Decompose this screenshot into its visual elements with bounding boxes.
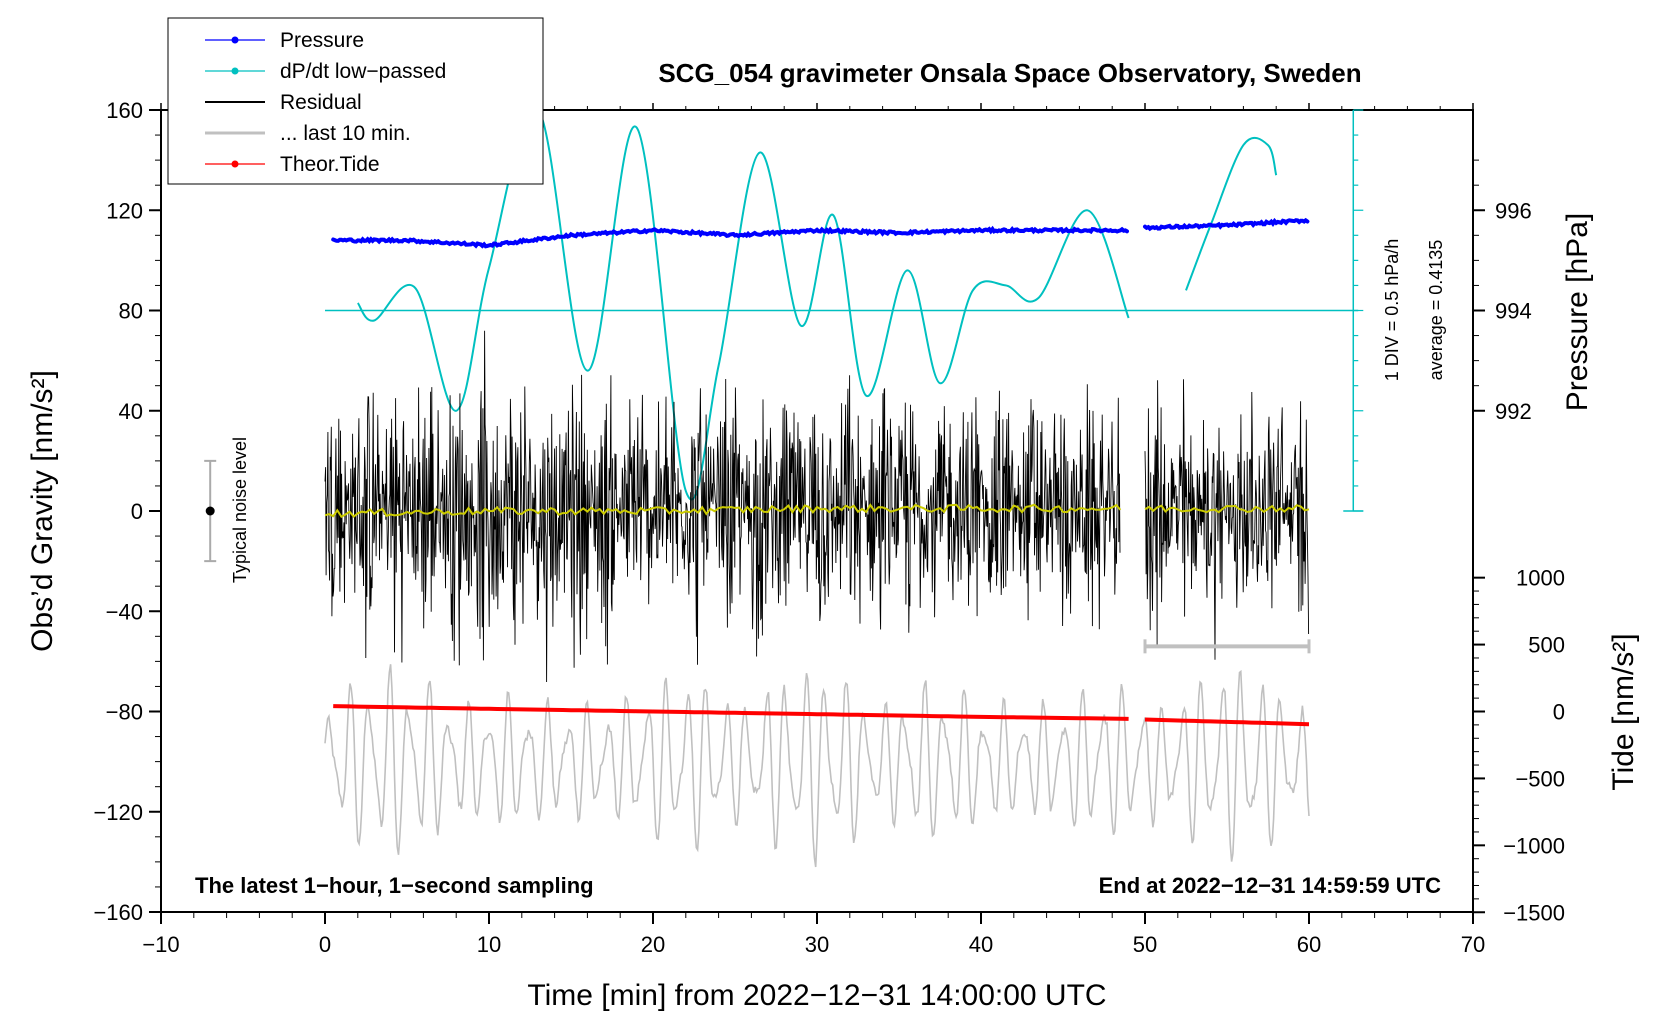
annotation-marks [204, 459, 1311, 654]
legend-pressure-marker [231, 36, 239, 44]
x-tick-label: 10 [477, 932, 501, 957]
legend-pressure-label: Pressure [280, 29, 364, 52]
dpdt-series [325, 107, 1364, 512]
y-axis-title-pressure: Pressure [hPa] [1561, 213, 1594, 411]
pressure-tick-label: 996 [1495, 198, 1532, 223]
residual-smoothed-line [324, 503, 1122, 519]
x-tick-label: 40 [969, 932, 993, 957]
y-tick-label: −80 [106, 700, 143, 725]
theor-tide-line [333, 704, 1129, 721]
legend-dpdt-label: dP/dt low−passed [280, 60, 446, 83]
x-tick-label: 0 [319, 932, 331, 957]
y-axis-title-left: Obs’d Gravity [nm/s²] [26, 370, 59, 652]
tide-tick-label: 0 [1553, 700, 1565, 725]
dpdt-scale-label: 1 DIV = 0.5 hPa/h [1382, 239, 1402, 382]
y-tick-label: 0 [131, 499, 143, 524]
noise-level-dot [205, 506, 215, 516]
tide-tick-label: −1500 [1503, 900, 1565, 925]
x-tick-label: 60 [1297, 932, 1321, 957]
legend-tide-marker [231, 160, 239, 168]
legend: Pressure dP/dt low−passed Residual ... l… [167, 17, 544, 185]
y-tick-label: −160 [93, 900, 143, 925]
y-tick-label: −120 [93, 800, 143, 825]
noise-level-label: Typical noise level [230, 437, 250, 583]
x-tick-label: 50 [1133, 932, 1157, 957]
last-10-min-series [324, 664, 1310, 868]
chart-title: SCG_054 gravimeter Onsala Space Observat… [658, 58, 1361, 88]
tide-tick-label: 500 [1528, 633, 1565, 658]
tide-tick-label: −1000 [1503, 833, 1565, 858]
tick-labels: −10 0 10 20 30 40 50 60 70 160 120 80 40 0 −40 −80 −120 −… [93, 98, 1565, 957]
legend-tide-label: Theor.Tide [280, 153, 380, 176]
y-tick-label: −40 [106, 599, 143, 624]
legend-residual-label: Residual [280, 91, 362, 114]
legend-dpdt-marker [231, 67, 239, 75]
x-tick-label: 20 [641, 932, 665, 957]
y-tick-label: 80 [119, 299, 143, 324]
sampling-note: The latest 1−hour, 1−second sampling [195, 873, 594, 898]
pressure-line [331, 225, 1129, 249]
theor-tide-line [1144, 717, 1310, 727]
x-tick-label: 70 [1461, 932, 1485, 957]
dpdt-average-label: average = 0.4135 [1426, 240, 1446, 381]
y-tick-label: 120 [106, 198, 143, 223]
residual-line [1144, 379, 1310, 660]
legend-last10-label: ... last 10 min. [280, 122, 411, 145]
pressure-series [331, 217, 1310, 249]
x-tick-label: 30 [805, 932, 829, 957]
end-time-note: End at 2022−12−31 14:59:59 UTC [1099, 873, 1442, 898]
pressure-line [1143, 217, 1310, 232]
tide-tick-label: 1000 [1516, 566, 1565, 591]
tide-tick-label: −500 [1515, 766, 1565, 791]
y-tick-label: 40 [119, 399, 143, 424]
dpdt-curve [356, 107, 1130, 501]
y-tick-label: 160 [106, 98, 143, 123]
last-10-min-line [324, 664, 1310, 868]
x-axis-title: Time [min] from 2022−12−31 14:00:00 UTC [527, 979, 1106, 1012]
pressure-tick-label: 992 [1495, 399, 1532, 424]
dpdt-curve [1185, 136, 1278, 291]
pressure-tick-label: 994 [1495, 299, 1532, 324]
residual-line [324, 330, 1121, 683]
residual-series [324, 330, 1310, 683]
y-axis-title-tide: Tide [nm/s²] [1607, 633, 1640, 790]
residual-smoothed-line [1144, 504, 1310, 514]
theor-tide-series [333, 704, 1310, 727]
x-tick-label: −10 [142, 932, 179, 957]
